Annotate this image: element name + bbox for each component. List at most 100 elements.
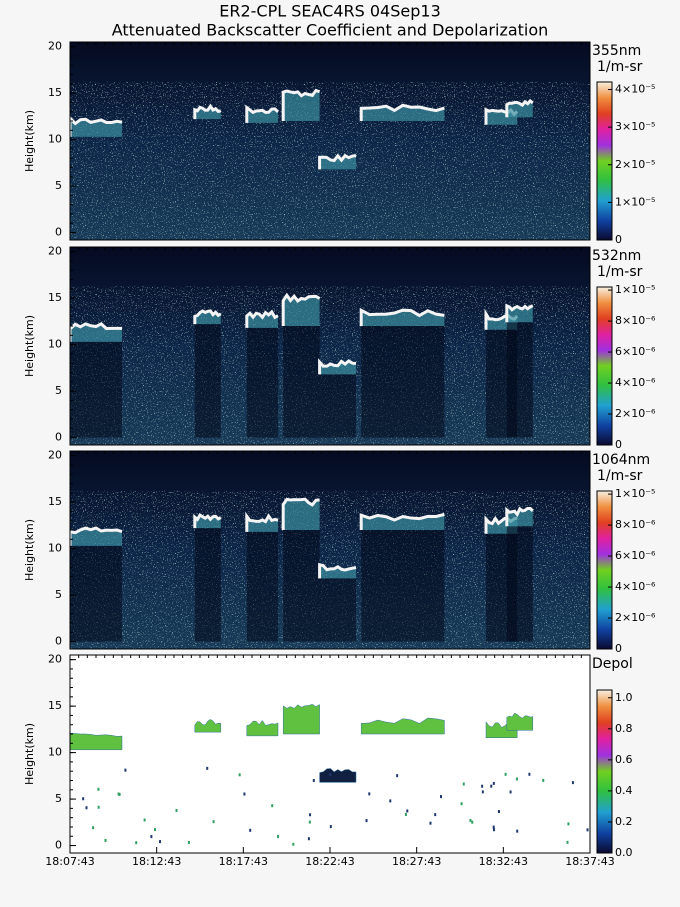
speck [104,838,107,842]
y-tick-label: 5 [55,588,62,601]
cloud [506,100,533,118]
cloud-top [68,526,123,546]
y-tick-label: 20 [48,245,62,258]
y-tick-label: 0 [55,431,62,444]
y-tick-label: 5 [55,792,62,805]
cloud [319,564,356,579]
cloud-top [318,562,357,579]
chart-title: ER2-CPL SEAC4RS 04Sep13 [219,2,441,21]
cloud-top [193,512,222,529]
y-tick-label: 0 [55,226,62,239]
y-tick-label: 20 [48,40,62,53]
colorbar-tick-label: 0 [615,438,622,451]
speck [396,774,399,778]
y-tick-label: 15 [48,699,62,712]
cloud-top [505,98,534,118]
cloud-shadow [246,531,278,642]
cloud [360,717,445,735]
speck [516,829,519,833]
colorbar-tick-label: 0.0 [615,846,633,859]
cloud [283,295,320,327]
cloud-shadow [194,324,221,438]
cloud-top [281,497,320,531]
colorbar-tick-label: 6×10⁻⁶ [615,549,656,562]
speck [249,828,252,832]
plot-background [70,655,590,853]
speck [504,772,507,776]
chart-subtitle: Attenuated Backscatter Coefficient and D… [112,21,549,40]
colorbar-tick-label: 8×10⁻⁶ [615,314,656,327]
y-tick-label: 5 [55,179,62,192]
cloud [283,90,320,122]
colorbar-tick-label: 0.2 [615,815,633,828]
colorbar-tick-label: 0.8 [615,722,633,735]
speck [509,790,512,794]
speck [292,842,295,846]
cloud-shadow [246,327,278,438]
speck [462,782,465,786]
cloud [69,732,123,751]
cloud-shadow [283,326,320,438]
y-tick-label: 10 [48,746,62,759]
cloud-top [68,114,123,137]
speck [206,766,209,770]
cloud-top [193,103,222,120]
colorbar [596,286,613,446]
colorbar-tick-label: 1.0 [615,691,633,704]
speck [124,768,127,772]
cloud-shadow [506,526,533,642]
y-tick-label: 15 [48,495,62,508]
speck [159,840,162,844]
colorbar-tick-label: 0 [615,642,622,655]
colorbar-tick-label: 8×10⁻⁶ [615,518,656,531]
colorbar-units: 1/m-sr [597,468,643,484]
y-tick-label: 15 [48,291,62,304]
speck [497,810,500,814]
speck [307,837,310,841]
cloud [282,703,320,735]
speck [309,813,312,817]
y-tick-label: 15 [48,86,62,99]
cloud-top [318,153,357,170]
y-axis-label: Height(km) [23,723,36,785]
cloud-shadow [283,530,320,642]
speck [92,826,95,830]
speck [329,773,332,777]
cloud-top [193,309,222,325]
cloud-shadow [194,528,221,642]
speck [143,818,146,822]
speck [406,809,409,813]
cloud-shadow [506,322,533,438]
cloud-shadow [361,326,445,438]
colorbar-label: 355nm [592,43,641,59]
speck [492,828,495,832]
speck [135,841,138,845]
speck [481,790,484,794]
x-tick-label: 18:32:43 [479,855,528,868]
colorbar [596,490,613,650]
x-tick-label: 18:17:43 [219,855,268,868]
y-tick-label: 20 [48,653,62,666]
speck [567,822,570,826]
colorbar-tick-label: 1×10⁻⁵ [615,487,655,500]
speck [312,778,315,782]
speck [528,772,531,776]
panel: 0 5 10 15 20 Height(km) Depol 0.0 0.2 0.4 0.6 0.8 1.… [23,653,633,868]
y-axis-label: Height(km) [23,110,36,172]
speck [85,806,88,810]
cloud-shadow [319,374,356,438]
cloud [283,499,320,531]
cloud [319,768,357,783]
cloud-top [281,292,321,327]
cloud-top [359,512,445,531]
x-tick-label: 18:12:43 [132,855,181,868]
cloud-shadow [70,341,122,438]
colorbar-tick-label: 4×10⁻⁶ [615,580,656,593]
cloud-top [505,506,534,527]
speck [404,812,407,816]
cloud-top [281,88,321,122]
speck [542,778,545,782]
speck [515,777,518,781]
